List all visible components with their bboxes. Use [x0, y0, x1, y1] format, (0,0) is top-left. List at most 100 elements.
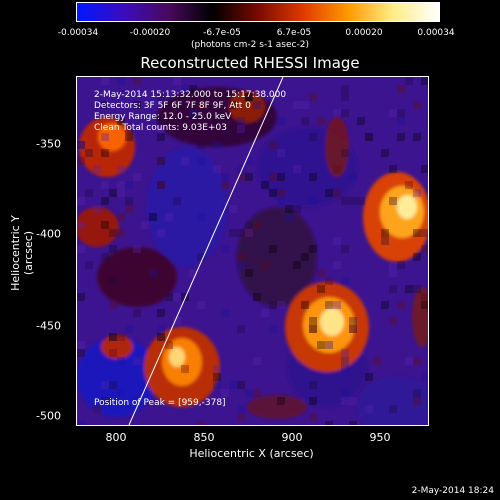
- image-pixel: [277, 117, 285, 125]
- image-pixel: [237, 117, 245, 125]
- image-pixel: [197, 141, 205, 149]
- image-pixel: [101, 149, 109, 157]
- image-pixel: [333, 261, 341, 269]
- image-pixel: [365, 133, 373, 141]
- image-pixel: [149, 213, 157, 221]
- image-pixel: [221, 389, 229, 397]
- image-pixel: [413, 285, 421, 293]
- intensity-blob: [97, 247, 177, 307]
- image-pixel: [181, 157, 189, 165]
- image-pixel: [269, 189, 277, 197]
- image-pixel: [341, 357, 349, 365]
- image-pixel: [309, 325, 317, 333]
- image-pixel: [397, 117, 405, 125]
- image-pixel: [301, 117, 309, 125]
- image-pixel: [381, 149, 389, 157]
- image-pixel: [157, 133, 165, 141]
- image-pixel: [397, 301, 405, 309]
- image-pixel: [237, 165, 245, 173]
- image-pixel: [405, 357, 413, 365]
- intensity-blob: [77, 337, 157, 417]
- image-pixel: [197, 213, 205, 221]
- image-pixel: [109, 229, 117, 237]
- image-pixel: [269, 245, 277, 253]
- image-pixel: [117, 165, 125, 173]
- image-pixel: [109, 381, 117, 389]
- image-pixel: [277, 397, 285, 405]
- image-pixel: [101, 77, 109, 85]
- image-pixel: [325, 421, 333, 425]
- image-pixel: [333, 237, 341, 245]
- image-pixel: [301, 253, 309, 261]
- image-pixel: [309, 413, 317, 421]
- image-pixel: [101, 397, 109, 405]
- image-pixel: [133, 173, 141, 181]
- image-pixel: [229, 101, 237, 109]
- image-pixel: [117, 77, 125, 85]
- image-pixel: [245, 93, 253, 101]
- image-pixel: [397, 109, 405, 117]
- image-pixel: [77, 141, 85, 149]
- image-pixel: [309, 133, 317, 141]
- y-axis-label: Heliocentric Y (arcsec): [9, 215, 35, 291]
- image-pixel: [229, 205, 237, 213]
- image-pixel: [253, 357, 261, 365]
- image-pixel: [301, 101, 309, 109]
- image-pixel: [173, 317, 181, 325]
- image-pixel: [197, 421, 205, 425]
- solar-limb-line: [128, 77, 284, 425]
- image-pixel: [421, 77, 428, 85]
- image-pixel: [405, 181, 413, 189]
- image-pixel: [221, 181, 229, 189]
- peak-position-label: Position of Peak = [959,-378]: [94, 398, 226, 408]
- image-pixel: [237, 325, 245, 333]
- image-pixel: [349, 325, 357, 333]
- image-pixel: [293, 261, 301, 269]
- image-pixel: [213, 165, 221, 173]
- image-pixel: [213, 381, 221, 389]
- image-pixel: [381, 301, 389, 309]
- image-pixel: [245, 221, 253, 229]
- image-pixel: [85, 189, 93, 197]
- image-pixel: [269, 301, 277, 309]
- intensity-blob: [397, 195, 417, 219]
- image-pixel: [101, 101, 109, 109]
- image-pixel: [213, 373, 221, 381]
- intensity-blob: [77, 207, 119, 247]
- image-pixel: [341, 109, 349, 117]
- colorbar: [76, 2, 440, 22]
- image-pixel: [173, 77, 181, 85]
- x-tick: 950: [369, 431, 391, 444]
- image-pixel: [317, 117, 325, 125]
- image-pixel: [309, 397, 317, 405]
- image-pixel: [157, 325, 165, 333]
- image-pixel: [253, 293, 261, 301]
- image-pixel: [309, 197, 317, 205]
- image-pixel: [341, 397, 349, 405]
- image-title: Reconstructed RHESSI Image: [140, 54, 360, 72]
- image-pixel: [317, 285, 325, 293]
- image-pixel: [117, 333, 125, 341]
- image-pixel: [109, 333, 117, 341]
- image-pixel: [341, 389, 349, 397]
- x-tick: 900: [281, 431, 303, 444]
- image-pixel: [197, 101, 205, 109]
- image-pixel: [237, 381, 245, 389]
- image-pixel: [133, 309, 141, 317]
- image-pixel: [237, 125, 245, 133]
- image-pixel: [109, 277, 117, 285]
- image-pixel: [325, 341, 333, 349]
- image-pixel: [341, 93, 349, 101]
- image-pixel: [245, 173, 253, 181]
- image-pixel: [333, 109, 341, 117]
- image-pixel: [253, 221, 261, 229]
- image-pixel: [93, 205, 101, 213]
- image-pixel: [245, 229, 253, 237]
- image-pixel: [181, 85, 189, 93]
- image-pixel: [413, 397, 421, 405]
- image-pixel: [197, 253, 205, 261]
- image-pixel: [117, 213, 125, 221]
- image-pixel: [109, 301, 117, 309]
- image-pixel: [421, 373, 428, 381]
- image-pixel: [349, 317, 357, 325]
